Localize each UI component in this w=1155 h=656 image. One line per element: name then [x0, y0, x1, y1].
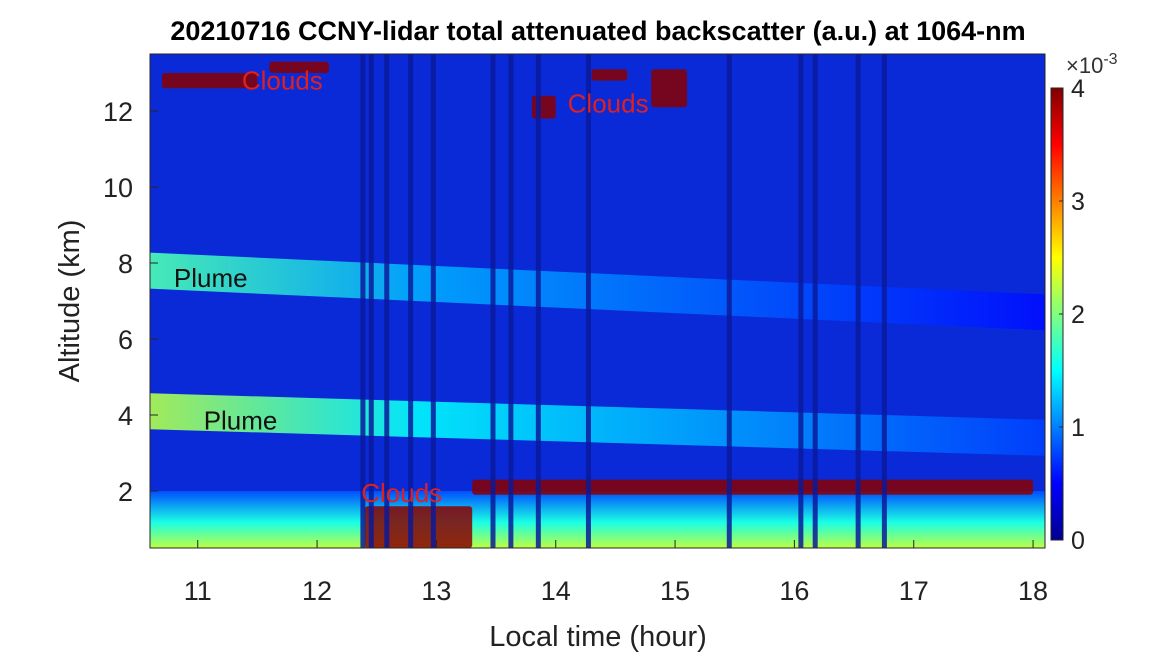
cloud-region	[472, 479, 1034, 495]
dropout-line	[726, 54, 732, 548]
x-tick-label: 14	[541, 576, 571, 606]
layer-boundary-layer	[150, 491, 1045, 548]
colorbar-tick-label: 3	[1071, 188, 1085, 216]
x-tick-label: 15	[660, 576, 690, 606]
cloud-region	[269, 61, 329, 73]
dropout-line	[585, 54, 591, 548]
y-axis: 2 4 6 8 10 12	[103, 97, 158, 507]
colorbar-tick-label: 4	[1071, 75, 1085, 103]
colorbar: 0 1 2 3 4 ×10-3	[1050, 51, 1118, 555]
plot-frame	[149, 53, 1046, 549]
annotation-plume: Plume	[204, 406, 278, 436]
dropout-line	[490, 54, 496, 548]
annotation-clouds: Clouds	[361, 478, 442, 508]
dropout-line	[508, 54, 514, 548]
dropout-line	[535, 54, 541, 548]
x-tick-label: 11	[184, 576, 212, 606]
colorbar-multiplier: ×10-3	[1066, 51, 1118, 78]
x-tick-label: 17	[899, 576, 929, 606]
x-tick-label: 13	[421, 576, 451, 606]
y-axis-label: Altitude (km)	[54, 220, 86, 383]
heatmap-plot-area	[150, 54, 1045, 548]
y-tick-label: 2	[118, 477, 133, 507]
cloud-region	[651, 69, 687, 108]
colorbar-ticks: 0 1 2 3 4	[1059, 75, 1085, 555]
annotation-clouds: Clouds	[242, 66, 323, 96]
colorbar-multiplier-exp: -3	[1103, 51, 1117, 68]
annotation-plume: Plume	[174, 263, 248, 293]
dropout-line	[368, 54, 374, 548]
colorbar-tick-label: 2	[1071, 301, 1085, 329]
dropout-line	[384, 54, 390, 548]
colorbar-multiplier-base: ×10	[1066, 53, 1103, 78]
dropout-line	[430, 54, 436, 548]
signal-dropouts	[360, 54, 887, 548]
dropout-line	[855, 54, 861, 548]
dropout-line	[798, 54, 804, 548]
cloud-region	[364, 506, 473, 548]
cloud-region	[591, 69, 628, 81]
x-axis: 11 12 13 14 15 16 17 18	[184, 540, 1048, 606]
x-tick-label: 16	[779, 576, 809, 606]
annotations: Clouds Clouds Plume Plume Clouds	[174, 66, 649, 508]
y-tick-label: 12	[103, 97, 133, 127]
y-tick-label: 4	[118, 401, 133, 431]
annotation-clouds: Clouds	[568, 88, 649, 118]
y-tick-label: 10	[103, 173, 133, 203]
dropout-line	[812, 54, 818, 548]
dropout-line	[360, 54, 366, 548]
x-tick-label: 12	[302, 576, 332, 606]
dropout-line	[881, 54, 887, 548]
y-tick-label: 8	[118, 249, 133, 279]
y-tick-label: 6	[118, 325, 133, 355]
chart-title: 20210716 CCNY-lidar total attenuated bac…	[170, 16, 1025, 46]
dropout-line	[408, 54, 414, 548]
cloud-region	[161, 73, 258, 89]
x-axis-label: Local time (hour)	[489, 621, 707, 653]
colorbar-tick-label: 0	[1071, 527, 1085, 555]
cloud-region	[531, 95, 556, 119]
colorbar-tick-label: 1	[1071, 414, 1085, 442]
x-tick-label: 18	[1018, 576, 1048, 606]
